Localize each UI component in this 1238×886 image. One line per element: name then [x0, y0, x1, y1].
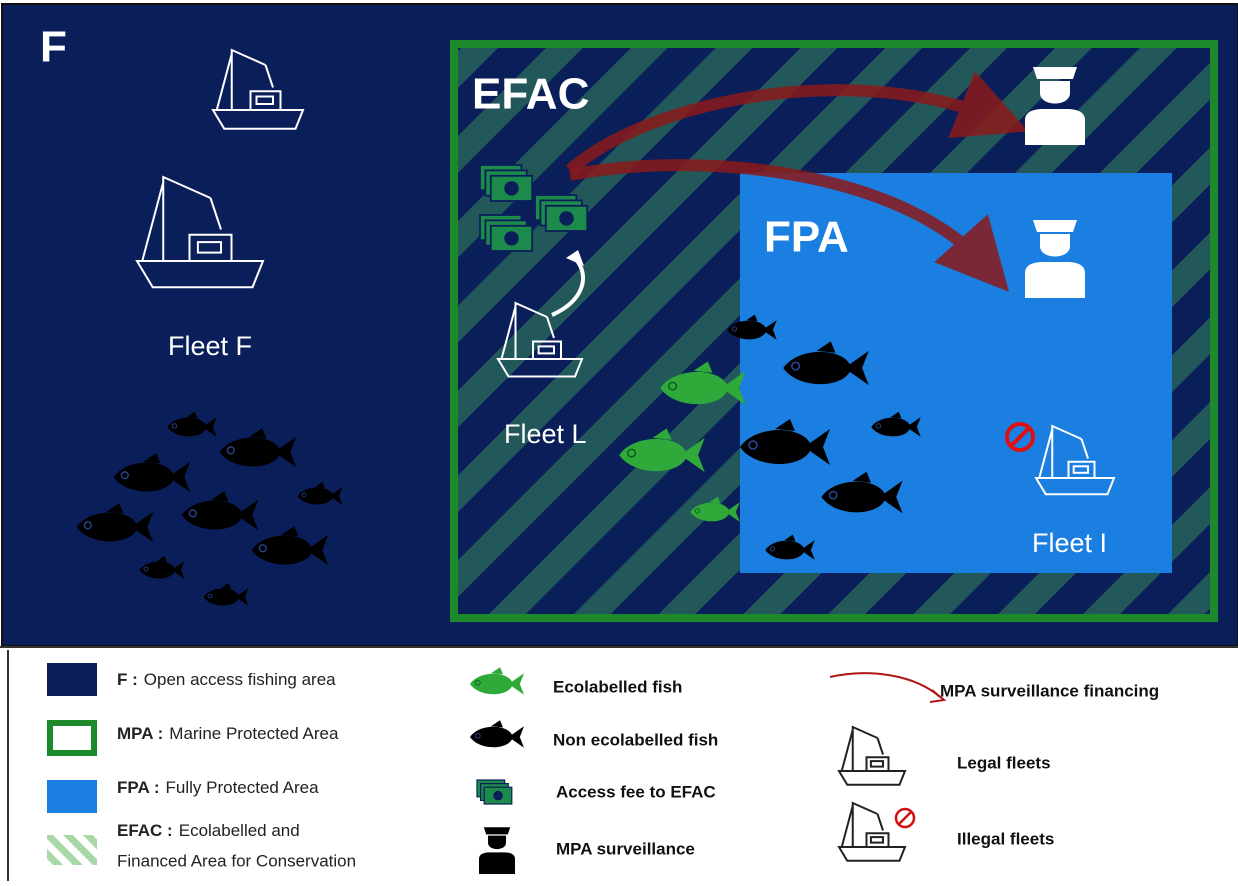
legend-text: Access fee to EFAC	[556, 782, 716, 801]
cash-icon	[477, 780, 512, 804]
legend-text: Legal fleets	[957, 753, 1051, 772]
legend-entry: MPA : Marine Protected Area	[117, 724, 339, 743]
boat-cabin	[867, 833, 889, 847]
boat-cabin	[867, 757, 889, 771]
legend-key: FPA :	[117, 778, 160, 797]
legend-key: F :	[117, 670, 138, 689]
boat-mast	[842, 803, 883, 847]
boat	[839, 803, 905, 861]
legend-entry: EFAC : Ecolabelled and	[117, 821, 300, 840]
cash-icon	[480, 215, 532, 251]
legend-text: Ecolabelled and	[179, 821, 300, 840]
torso	[1025, 262, 1085, 298]
boat-window	[871, 761, 883, 767]
bill-coin	[504, 231, 518, 245]
boat-mast	[842, 727, 883, 771]
bill-coin	[504, 181, 518, 195]
boat-window	[871, 837, 883, 843]
torso	[1025, 109, 1085, 145]
cap	[1033, 220, 1077, 232]
legend-text: Marine Protected Area	[169, 724, 339, 743]
legend-text: Fully Protected Area	[166, 778, 320, 797]
legend-text: Financed Area for Conservation	[117, 851, 356, 870]
fish	[470, 720, 524, 748]
cash-icon	[480, 165, 532, 201]
zone-label: EFAC	[472, 70, 589, 119]
legend-entry: F : Open access fishing area	[117, 670, 336, 689]
boat	[839, 727, 905, 785]
fleet-label: Fleet I	[1032, 528, 1107, 558]
legend-text: Non ecolabelled fish	[553, 730, 718, 749]
cash-icon	[535, 195, 587, 231]
surveillance-icon	[479, 827, 515, 874]
boat-hull	[839, 771, 905, 785]
legend-entry: FPA : Fully Protected Area	[117, 778, 319, 797]
bill-coin	[559, 211, 573, 225]
legend-text: Illegal fleets	[957, 829, 1054, 848]
fish	[470, 667, 524, 695]
fleet-label: Fleet L	[504, 419, 587, 449]
boat-hull	[839, 847, 905, 861]
fleet-label: Fleet F	[168, 331, 252, 361]
legend-text: MPA surveillance financing	[940, 681, 1159, 700]
legend-key: MPA :	[117, 724, 163, 743]
fish-body	[470, 667, 524, 695]
cap	[484, 827, 510, 834]
bill-coin	[493, 791, 503, 801]
torso	[479, 852, 515, 874]
legend: F : Open access fishing area MPA : Marine P…	[47, 663, 1159, 870]
legend-text: Open access fishing area	[144, 670, 336, 689]
cap	[1033, 67, 1077, 79]
fish-body	[470, 720, 524, 748]
legend-text: Ecolabelled fish	[553, 677, 682, 696]
panel-label: F	[40, 23, 67, 72]
zone-label: FPA	[764, 213, 849, 262]
head	[488, 836, 506, 850]
legend-key: EFAC :	[117, 821, 173, 840]
page: F EFAC FPA Fleet F Fleet L Fleet I F : Op…	[0, 0, 1238, 881]
legend-text: MPA surveillance	[556, 839, 695, 858]
diagram: F EFAC FPA Fleet F Fleet L Fleet I F : Op…	[0, 0, 1238, 881]
head	[1040, 234, 1070, 257]
head	[1040, 81, 1070, 104]
